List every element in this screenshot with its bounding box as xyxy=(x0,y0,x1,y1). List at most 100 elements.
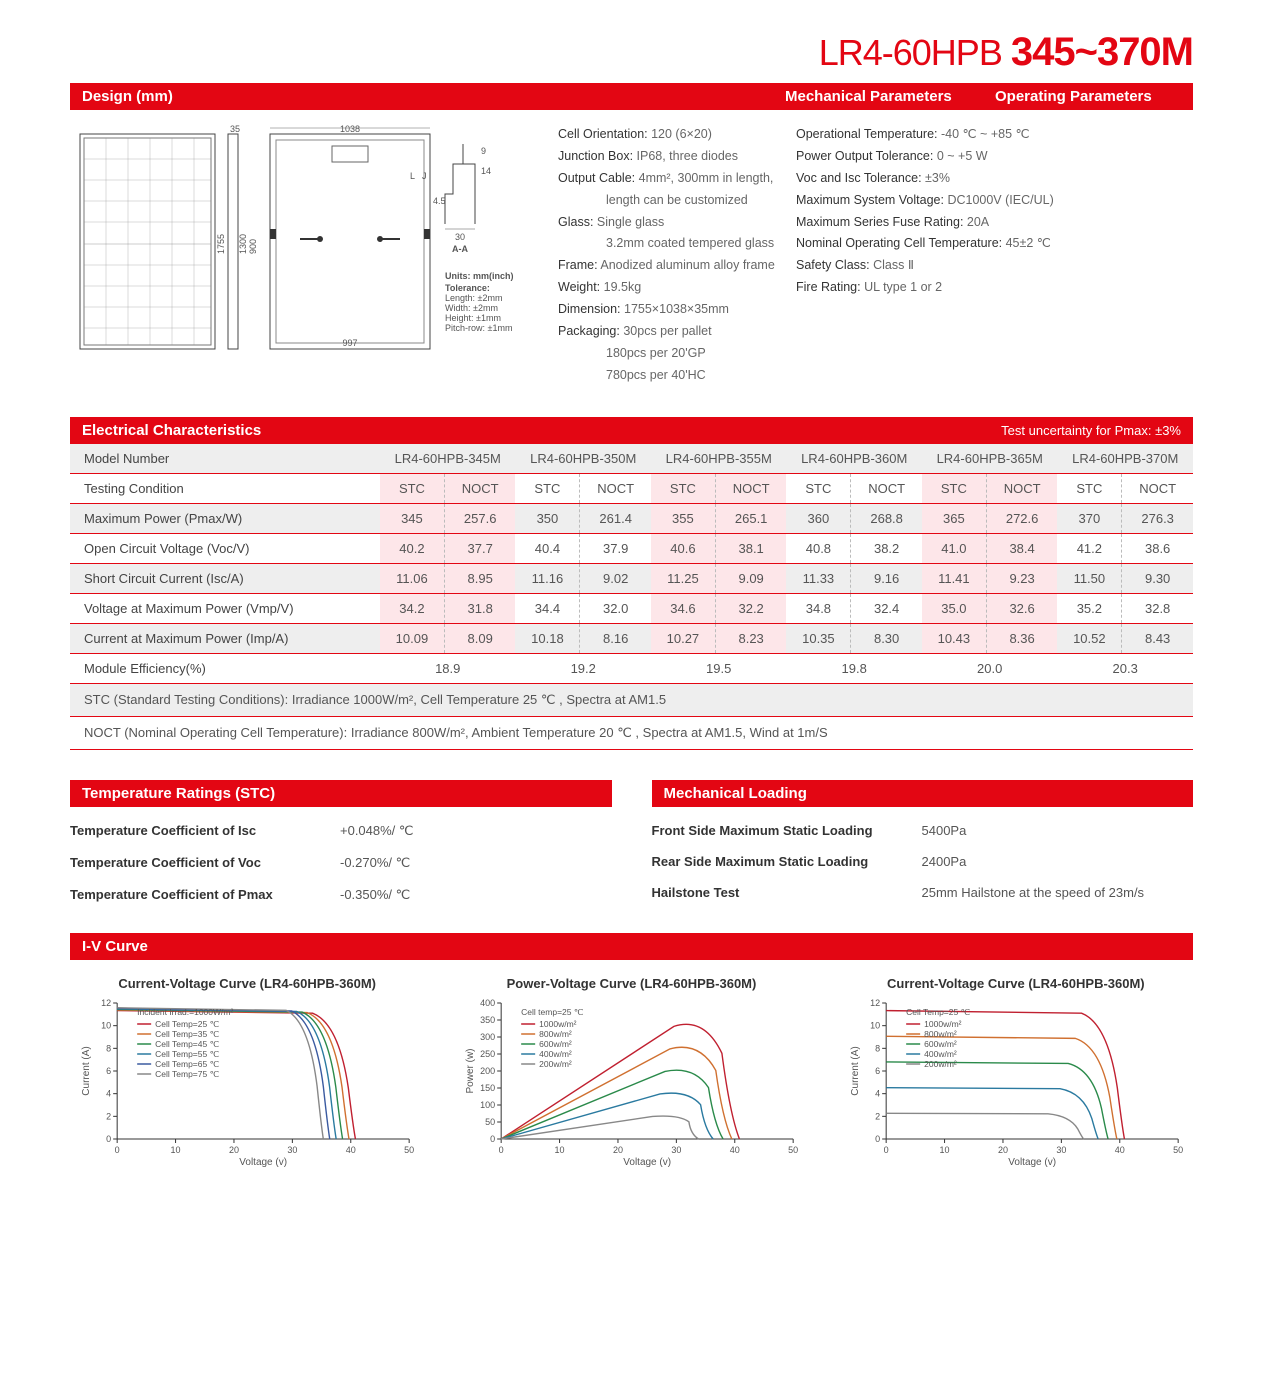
svg-text:Power (w): Power (w) xyxy=(465,1048,476,1093)
svg-text:997: 997 xyxy=(342,338,357,348)
svg-text:20: 20 xyxy=(229,1145,239,1155)
svg-text:1000w/m²: 1000w/m² xyxy=(924,1019,961,1029)
svg-text:40: 40 xyxy=(730,1145,740,1155)
svg-text:0: 0 xyxy=(883,1145,888,1155)
param-row: Cell Orientation: 120 (6×20) xyxy=(558,124,778,146)
svg-text:35: 35 xyxy=(230,124,240,134)
svg-text:10: 10 xyxy=(870,1020,880,1030)
svg-text:12: 12 xyxy=(101,998,111,1008)
svg-text:Cell Temp=25 ℃: Cell Temp=25 ℃ xyxy=(155,1019,219,1029)
svg-text:40: 40 xyxy=(1114,1145,1124,1155)
svg-text:0: 0 xyxy=(490,1134,495,1144)
svg-text:Pitch-row: ±1mm: Pitch-row: ±1mm xyxy=(445,323,512,333)
svg-text:4: 4 xyxy=(875,1088,880,1098)
svg-text:900: 900 xyxy=(248,239,258,254)
svg-text:400w/m²: 400w/m² xyxy=(539,1049,572,1059)
svg-text:600w/m²: 600w/m² xyxy=(924,1039,957,1049)
svg-text:Width: ±2mm: Width: ±2mm xyxy=(445,303,498,313)
param-row: Operational Temperature: -40 ℃ ~ +85 ℃ xyxy=(796,124,1193,146)
svg-text:Cell Temp=25 ℃: Cell Temp=25 ℃ xyxy=(906,1007,970,1017)
svg-text:40: 40 xyxy=(346,1145,356,1155)
svg-text:30: 30 xyxy=(672,1145,682,1155)
mechanical-params: Cell Orientation: 120 (6×20)Junction Box… xyxy=(558,124,778,387)
svg-text:1000w/m²: 1000w/m² xyxy=(539,1019,576,1029)
param-row: Frame: Anodized aluminum alloy frame xyxy=(558,255,778,277)
svg-text:Cell Temp=75 ℃: Cell Temp=75 ℃ xyxy=(155,1069,219,1079)
iv-chart-2: Power-Voltage Curve (LR4-60HPB-360M) 010… xyxy=(454,976,808,1170)
rating-row: Temperature Coefficient of Pmax-0.350%/ … xyxy=(70,887,612,903)
svg-text:400w/m²: 400w/m² xyxy=(924,1049,957,1059)
svg-text:L: L xyxy=(410,171,415,181)
svg-text:50: 50 xyxy=(788,1145,798,1155)
rating-row: Hailstone Test25mm Hailstone at the spee… xyxy=(652,885,1194,900)
svg-text:4.5: 4.5 xyxy=(433,196,446,206)
svg-text:200w/m²: 200w/m² xyxy=(539,1059,572,1069)
mech-loading-title: Mechanical Loading xyxy=(652,780,1194,807)
svg-text:Incident Irrad.=1000W/m²: Incident Irrad.=1000W/m² xyxy=(137,1007,233,1017)
title-suffix: 345~370M xyxy=(1011,30,1193,74)
svg-text:20: 20 xyxy=(998,1145,1008,1155)
svg-text:Voltage (v): Voltage (v) xyxy=(624,1157,672,1167)
chart3-title: Current-Voltage Curve (LR4-60HPB-360M) xyxy=(839,976,1193,991)
svg-text:1038: 1038 xyxy=(340,124,360,134)
svg-text:800w/m²: 800w/m² xyxy=(924,1029,957,1039)
svg-text:6: 6 xyxy=(875,1066,880,1076)
electrical-header: Electrical Characteristics Test uncertai… xyxy=(70,417,1193,444)
svg-text:Units: mm(inch): Units: mm(inch) xyxy=(445,271,514,281)
svg-text:1755: 1755 xyxy=(216,234,226,254)
svg-text:0: 0 xyxy=(106,1134,111,1144)
svg-text:0: 0 xyxy=(875,1134,880,1144)
svg-text:6: 6 xyxy=(106,1066,111,1076)
rating-row: Temperature Coefficient of Voc-0.270%/ ℃ xyxy=(70,855,612,871)
mech-loading-block: Mechanical Loading Front Side Maximum St… xyxy=(652,780,1194,903)
param-row: Dimension: 1755×1038×35mm xyxy=(558,299,778,321)
svg-text:Current (A): Current (A) xyxy=(81,1046,92,1095)
svg-text:Cell Temp=65 ℃: Cell Temp=65 ℃ xyxy=(155,1059,219,1069)
svg-text:2: 2 xyxy=(106,1111,111,1121)
svg-text:Tolerance:: Tolerance: xyxy=(445,283,490,293)
param-row: Safety Class: Class Ⅱ xyxy=(796,255,1193,277)
svg-text:250: 250 xyxy=(480,1049,495,1059)
svg-text:Cell Temp=55 ℃: Cell Temp=55 ℃ xyxy=(155,1049,219,1059)
svg-text:8: 8 xyxy=(875,1043,880,1053)
svg-text:J: J xyxy=(422,171,427,181)
svg-text:Length: ±2mm: Length: ±2mm xyxy=(445,293,502,303)
svg-text:Voltage (v): Voltage (v) xyxy=(239,1157,287,1167)
param-row: length can be customized xyxy=(606,190,778,212)
param-row: Junction Box: IP68, three diodes xyxy=(558,146,778,168)
svg-text:12: 12 xyxy=(870,998,880,1008)
svg-text:10: 10 xyxy=(555,1145,565,1155)
svg-text:Current (A): Current (A) xyxy=(850,1046,861,1095)
temp-ratings-title: Temperature Ratings (STC) xyxy=(70,780,612,807)
svg-text:200: 200 xyxy=(480,1066,495,1076)
svg-text:600w/m²: 600w/m² xyxy=(539,1039,572,1049)
operating-params: Operational Temperature: -40 ℃ ~ +85 ℃Po… xyxy=(796,124,1193,387)
param-row: Power Output Tolerance: 0 ~ +5 W xyxy=(796,146,1193,168)
svg-text:50: 50 xyxy=(404,1145,414,1155)
top-header-bar: Design (mm) Mechanical Parameters Operat… xyxy=(70,83,1193,110)
page-title: LR4-60HPB 345~370M xyxy=(70,30,1193,75)
svg-text:350: 350 xyxy=(480,1015,495,1025)
rating-row: Front Side Maximum Static Loading5400Pa xyxy=(652,823,1194,838)
chart1-title: Current-Voltage Curve (LR4-60HPB-360M) xyxy=(70,976,424,991)
param-row: 3.2mm coated tempered glass xyxy=(606,233,778,255)
header-mech: Mechanical Parameters xyxy=(773,83,983,110)
design-drawing: 35 1755 1300 900 1038 xyxy=(70,124,540,387)
svg-text:10: 10 xyxy=(101,1020,111,1030)
svg-text:20: 20 xyxy=(613,1145,623,1155)
param-row: Output Cable: 4mm², 300mm in length, xyxy=(558,168,778,190)
svg-text:8: 8 xyxy=(106,1043,111,1053)
param-row: Voc and Isc Tolerance: ±3% xyxy=(796,168,1193,190)
svg-text:14: 14 xyxy=(481,166,491,176)
param-row: 780pcs per 40'HC xyxy=(606,365,778,387)
svg-text:150: 150 xyxy=(480,1083,495,1093)
svg-text:0: 0 xyxy=(499,1145,504,1155)
svg-text:30: 30 xyxy=(455,232,465,242)
svg-text:0: 0 xyxy=(115,1145,120,1155)
header-design: Design (mm) xyxy=(70,83,540,110)
svg-text:Voltage (v): Voltage (v) xyxy=(1008,1157,1056,1167)
svg-text:300: 300 xyxy=(480,1032,495,1042)
elec-footnote-2: NOCT (Nominal Operating Cell Temperature… xyxy=(70,717,1193,750)
rating-row: Temperature Coefficient of Isc+0.048%/ ℃ xyxy=(70,823,612,839)
iv-curve-title: I-V Curve xyxy=(82,938,148,955)
